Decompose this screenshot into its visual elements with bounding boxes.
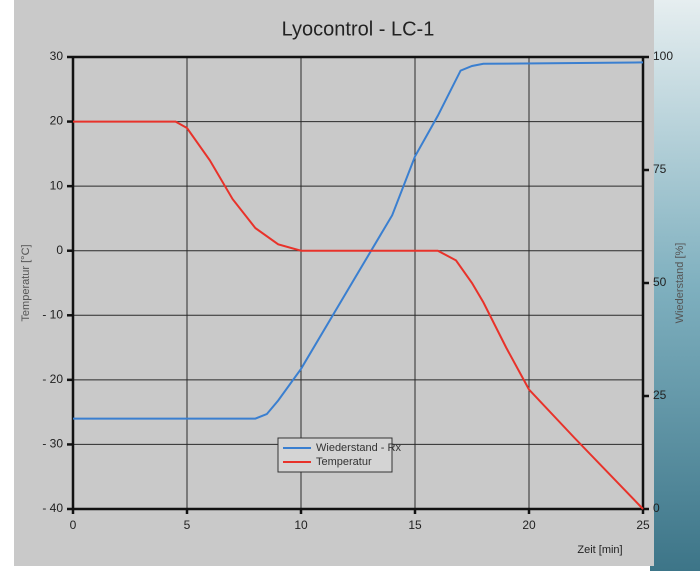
legend-label: Temperatur (316, 456, 372, 468)
x-tick-label: 0 (70, 518, 77, 532)
y-tick-label: 10 (50, 178, 64, 192)
y-tick-label: - 40 (42, 501, 63, 515)
y2-axis-label: Wiederstand [%] (674, 243, 686, 324)
y2-tick-label: 0 (653, 501, 660, 515)
legend-box (277, 437, 393, 473)
y2-tick-label: 25 (653, 388, 667, 402)
x-tick-label: 15 (408, 518, 422, 532)
y-axis-label: Temperatur [°C] (20, 244, 32, 321)
chart-panel (14, 0, 654, 566)
y-tick-label: 0 (56, 243, 63, 257)
y-tick-label: - 10 (42, 307, 63, 321)
legend-label: Wiederstand - Rx (316, 442, 401, 454)
y-tick-label: 20 (50, 114, 64, 128)
x-axis-label: Zeit [min] (577, 544, 622, 556)
series-line (73, 61, 644, 420)
y-tick-label: - 20 (42, 372, 63, 386)
y-tick-label: 30 (50, 49, 64, 63)
x-tick-label: 25 (636, 518, 650, 532)
y2-tick-label: 100 (653, 49, 673, 63)
series-line (73, 120, 644, 510)
background-image (650, 0, 700, 571)
x-tick-label: 10 (294, 518, 308, 532)
chart-title: Lyocontrol - LC-1 (282, 18, 435, 40)
y-tick-label: - 30 (42, 437, 63, 451)
x-tick-label: 5 (184, 518, 191, 532)
x-tick-label: 20 (522, 518, 536, 532)
y2-tick-label: 75 (653, 162, 667, 176)
y2-tick-label: 50 (653, 275, 667, 289)
